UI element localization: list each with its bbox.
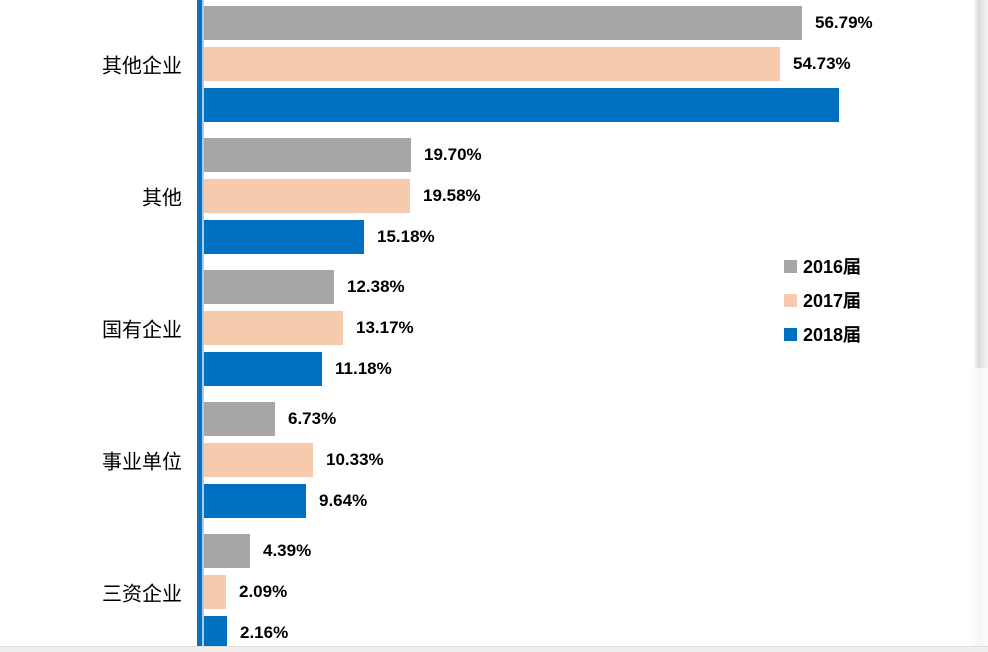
bar-2018届-国有企业 <box>204 352 322 386</box>
value-axis-highlight <box>202 0 204 646</box>
legend-swatch-icon <box>784 327 797 341</box>
value-label: 6.73% <box>288 409 337 428</box>
bar-2017届-其他企业 <box>204 47 780 81</box>
value-axis-line <box>197 0 202 646</box>
legend-swatch-icon <box>784 259 797 273</box>
legend-label: 2017届 <box>803 291 862 311</box>
value-label: 10.33% <box>326 450 384 469</box>
legend-item-2016届: 2016届 <box>784 249 861 283</box>
bar-2016届-三资企业 <box>204 534 250 568</box>
value-label: 56.79% <box>815 13 873 32</box>
value-label: 19.58% <box>423 186 481 205</box>
value-label: 2.09% <box>239 582 288 601</box>
bar-2018届-其他企业 <box>204 88 839 122</box>
bar-2018届-三资企业 <box>204 616 227 650</box>
category-label: 其他企业 <box>102 55 182 78</box>
value-label: 13.17% <box>356 318 414 337</box>
scrollbar-thumb[interactable] <box>968 0 988 368</box>
bar-2017届-事业单位 <box>204 443 313 477</box>
value-label: 15.18% <box>377 227 435 246</box>
category-label: 其他 <box>142 187 182 210</box>
value-label: 54.73% <box>793 54 851 73</box>
value-label: 11.18% <box>335 359 392 378</box>
chart-legend: 2016届 2017届 2018届 <box>784 249 861 351</box>
legend-item-2017届: 2017届 <box>784 283 861 317</box>
bar-2018届-事业单位 <box>204 484 306 518</box>
bar-2016届-事业单位 <box>204 402 275 436</box>
legend-item-2018届: 2018届 <box>784 317 861 351</box>
bar-2017届-国有企业 <box>204 311 343 345</box>
value-label: 12.38% <box>347 277 405 296</box>
bar-2016届-其他企业 <box>204 6 802 40</box>
legend-swatch-icon <box>784 293 797 307</box>
value-label: 4.39% <box>263 541 312 560</box>
legend-label: 2018届 <box>803 325 862 345</box>
category-label: 事业单位 <box>102 451 182 474</box>
value-label: 9.64% <box>319 491 368 510</box>
legend-label: 2016届 <box>803 257 862 277</box>
bar-2017届-其他 <box>204 179 410 213</box>
page-bottom-edge <box>0 646 988 652</box>
category-label: 国有企业 <box>102 319 182 342</box>
bar-2017届-三资企业 <box>204 575 226 609</box>
value-label: 19.70% <box>424 145 482 164</box>
bar-2016届-国有企业 <box>204 270 334 304</box>
bar-2018届-其他 <box>204 220 364 254</box>
value-label: 2.16% <box>240 623 289 642</box>
bar-2016届-其他 <box>204 138 411 172</box>
category-label: 三资企业 <box>102 583 182 606</box>
